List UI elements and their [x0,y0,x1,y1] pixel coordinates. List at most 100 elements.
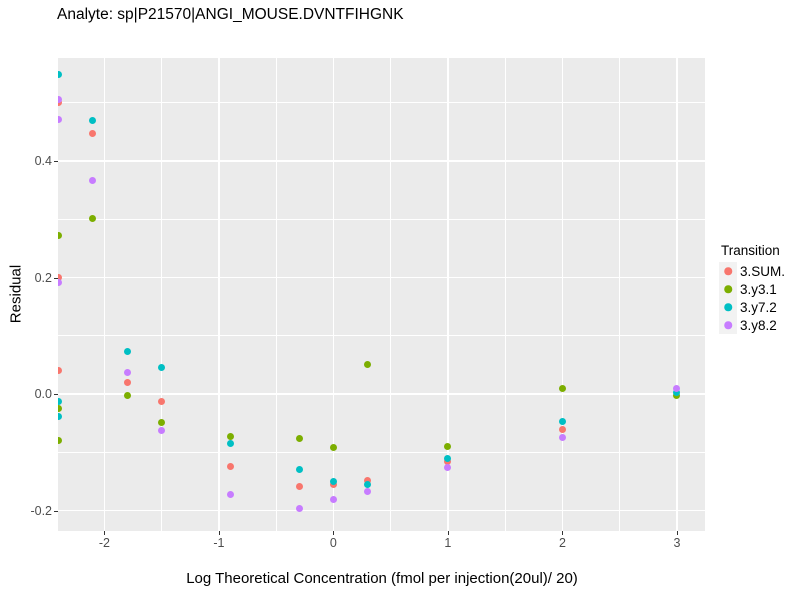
legend-item: 3.SUM. [719,262,785,280]
data-point [329,444,337,452]
data-point [226,439,234,447]
y-tick-mark [54,510,58,512]
y-axis-title: Residual [7,264,25,324]
y-major-gridline [58,276,705,279]
x-major-gridline [218,58,220,531]
data-point [158,427,166,435]
legend-items: 3.SUM. 3.y3.1 3.y7.2 3.y8.2 [719,262,785,334]
data-point [58,231,63,239]
x-tick-mark [104,531,106,535]
data-point [89,117,97,125]
data-point [444,443,452,451]
y-tick-label: 0.4 [34,154,52,169]
legend-item: 3.y8.2 [719,316,785,334]
x-minor-gridline [161,58,163,531]
x-major-gridline [561,58,564,531]
x-major-gridline [103,58,106,531]
y-major-gridline [58,393,705,395]
x-major-gridline [676,58,678,531]
y-minor-gridline [58,218,705,220]
x-tick-mark [447,531,449,535]
y-tick-label: -0.2 [30,503,52,518]
data-point [123,369,131,377]
data-point [58,436,63,444]
data-point [364,487,372,495]
data-point [226,433,234,441]
legend-point-icon [724,303,732,311]
y-tick-mark [54,394,58,396]
data-point [158,419,166,427]
data-point [58,412,63,420]
data-point [123,378,131,386]
data-point [558,433,566,441]
x-tick-mark [333,531,335,535]
data-point [295,465,303,473]
plot-panel [58,58,705,531]
data-point [58,71,63,79]
legend-point-icon [724,267,732,275]
data-point [58,397,63,405]
legend-key [719,280,737,298]
legend-point-icon [724,321,732,329]
x-tick-label: 0 [329,536,337,550]
x-tick-mark [218,531,220,535]
data-point [329,496,337,504]
legend: Transition 3.SUM. 3.y3.1 3.y7.2 3.y8.2 [719,243,785,334]
data-point [58,405,63,413]
data-point [444,454,452,462]
data-point [295,482,303,490]
x-tick-mark [562,531,564,535]
x-tick-mark [676,531,678,535]
data-point [158,398,166,406]
legend-item-label: 3.y7.2 [740,299,777,315]
data-point [58,95,63,103]
x-axis-title: Log Theoretical Concentration (fmol per … [186,570,578,587]
data-point [329,477,337,485]
data-point [89,177,97,185]
x-tick-label: 3 [673,536,681,550]
x-tick-label: -2 [98,536,110,550]
legend-key [719,262,737,280]
y-major-gridline [58,160,705,162]
data-point [123,392,131,400]
data-point [58,99,63,107]
data-point [58,274,63,282]
data-point [89,130,97,138]
legend-item-label: 3.y8.2 [740,317,777,333]
data-point [58,367,63,375]
legend-title: Transition [721,243,780,258]
data-point [158,363,166,371]
legend-key [719,298,737,316]
data-point [89,214,97,222]
data-point [295,435,303,443]
data-point [558,417,566,425]
data-point [558,385,566,393]
data-point [226,490,234,498]
legend-point-icon [724,285,732,293]
x-minor-gridline [390,58,392,531]
y-tick-mark [54,161,58,163]
data-point [364,480,372,488]
y-major-gridline [58,509,705,512]
legend-item: 3.y3.1 [719,280,785,298]
data-point [123,347,131,355]
data-point [58,116,63,124]
legend-item-label: 3.SUM. [740,263,786,279]
x-minor-gridline [504,58,506,531]
legend-item: 3.y7.2 [719,298,785,316]
y-tick-label: 0.0 [34,387,52,402]
data-point [295,504,303,512]
data-point [444,464,452,471]
x-minor-gridline [275,58,277,531]
x-tick-label: 1 [444,536,452,550]
x-major-gridline [447,58,449,531]
y-minor-gridline [58,451,705,453]
y-minor-gridline [58,102,705,104]
data-point [558,426,566,434]
legend-item-label: 3.y3.1 [740,281,777,297]
y-tick-mark [54,277,58,279]
data-point [364,360,372,368]
y-tick-label: 0.2 [34,270,52,285]
x-major-gridline [332,58,335,531]
